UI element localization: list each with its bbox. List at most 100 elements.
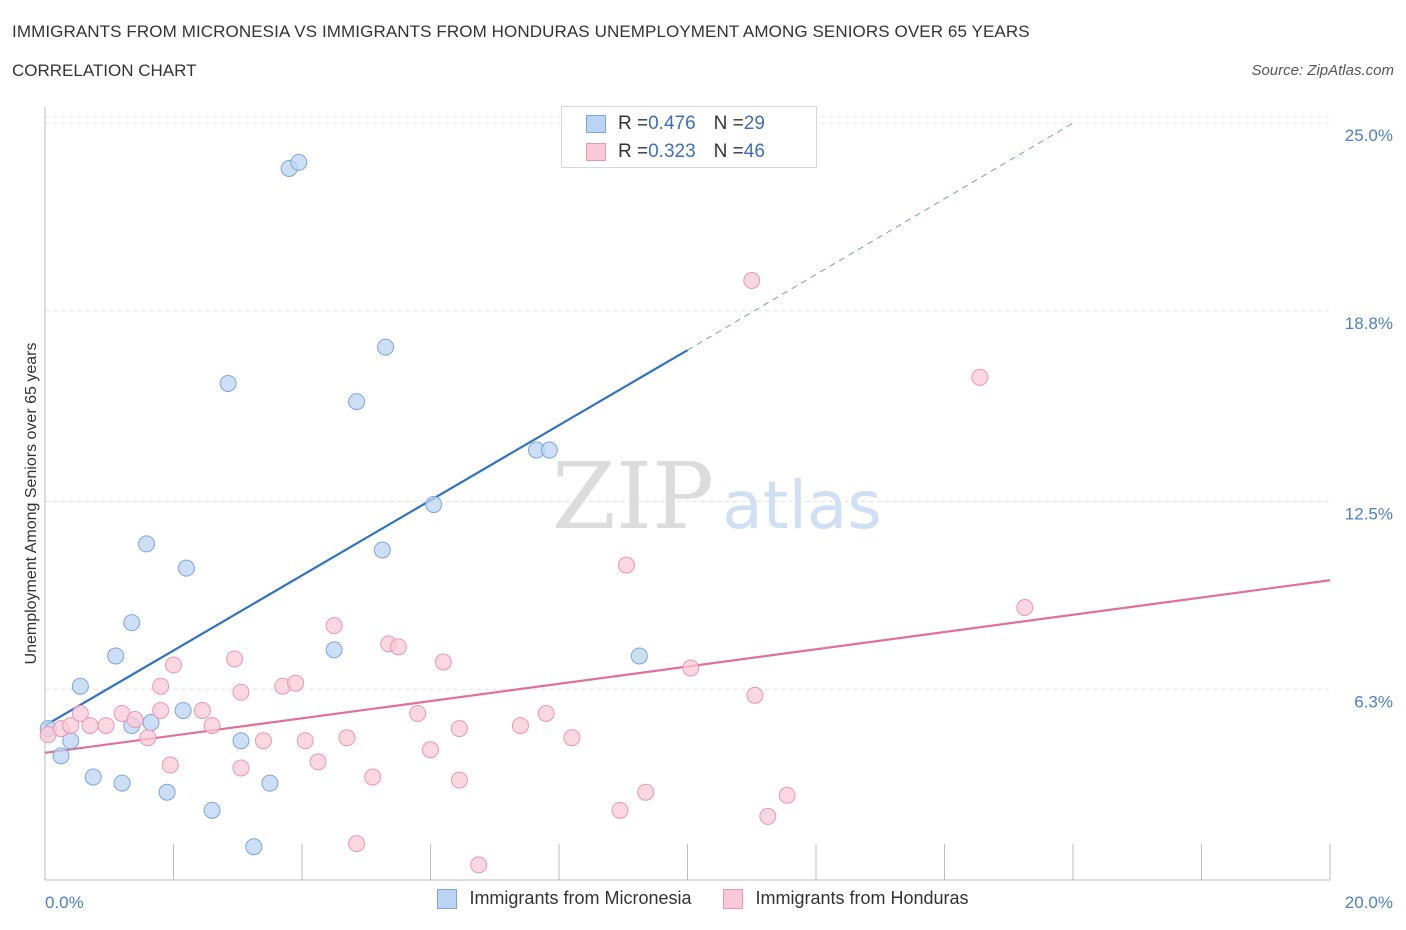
honduras-point bbox=[422, 741, 439, 759]
legend-n-label: N = bbox=[713, 141, 744, 162]
honduras-point bbox=[165, 656, 182, 674]
points-layer bbox=[39, 153, 1034, 874]
honduras-point bbox=[152, 701, 170, 719]
honduras-point bbox=[325, 617, 343, 635]
legend-r-label: R = bbox=[618, 113, 649, 134]
y-tick-label: 6.3% bbox=[1354, 692, 1393, 711]
honduras-point bbox=[537, 704, 555, 722]
micronesia-point bbox=[71, 677, 89, 695]
honduras-point bbox=[682, 659, 700, 677]
honduras-point bbox=[139, 729, 157, 747]
micronesia-point bbox=[325, 641, 343, 659]
series-legend: Immigrants from Micronesia Immigrants fr… bbox=[0, 888, 1406, 909]
chart-subtitle: CORRELATION CHART bbox=[12, 61, 197, 80]
micronesia-point bbox=[232, 732, 250, 750]
legend-n-value: 29 bbox=[743, 113, 765, 134]
micronesia-point bbox=[158, 783, 176, 801]
micronesia-trend-line bbox=[44, 349, 689, 727]
micronesia-point bbox=[177, 559, 195, 577]
honduras-point bbox=[254, 732, 272, 750]
series-legend-item-micronesia: Immigrants from Micronesia bbox=[437, 888, 691, 909]
watermark-zip: ZIP bbox=[552, 443, 714, 550]
micronesia-point bbox=[630, 647, 648, 665]
micronesia-point bbox=[174, 701, 192, 719]
legend-row-micronesia: R = 0.476 N = 29 bbox=[586, 112, 765, 136]
series-swatch-micronesia bbox=[437, 888, 458, 909]
honduras-point bbox=[611, 801, 629, 819]
legend-r-value: 0.476 bbox=[648, 113, 696, 134]
honduras-point bbox=[759, 807, 777, 825]
micronesia-point bbox=[373, 541, 391, 559]
honduras-point bbox=[1016, 599, 1034, 616]
honduras-point bbox=[409, 704, 427, 722]
honduras-point bbox=[971, 368, 989, 386]
micronesia-point bbox=[203, 801, 221, 819]
series-name-honduras: Immigrants from Honduras bbox=[755, 888, 969, 908]
honduras-point bbox=[511, 717, 529, 735]
honduras-point bbox=[563, 729, 581, 747]
honduras-point bbox=[81, 717, 99, 735]
micronesia-point bbox=[138, 535, 156, 553]
watermark: ZIP atlas bbox=[552, 443, 882, 550]
x-tick-label: 0.0% bbox=[45, 893, 84, 912]
micronesia-point bbox=[377, 338, 395, 356]
honduras-point bbox=[450, 771, 468, 789]
honduras-point bbox=[232, 683, 250, 701]
series-swatch-honduras bbox=[723, 888, 744, 909]
honduras-point bbox=[434, 653, 452, 671]
micronesia-point bbox=[113, 774, 131, 792]
correlation-legend: R = 0.476 N = 29 R = 0.323 N = 46 bbox=[561, 106, 817, 168]
honduras-point bbox=[161, 756, 179, 774]
micronesia-point bbox=[219, 374, 237, 392]
legend-n-label: N = bbox=[713, 113, 744, 134]
micronesia-point bbox=[123, 614, 141, 632]
honduras-point bbox=[348, 835, 366, 853]
y-tick-label: 18.8% bbox=[1345, 314, 1393, 333]
honduras-point bbox=[71, 704, 89, 722]
honduras-point bbox=[287, 674, 305, 692]
y-tick-label: 25.0% bbox=[1345, 126, 1393, 145]
series-legend-item-honduras: Immigrants from Honduras bbox=[723, 888, 969, 909]
micronesia-point bbox=[540, 441, 558, 459]
honduras-point bbox=[338, 729, 356, 747]
micronesia-point bbox=[84, 768, 102, 786]
micronesia-point bbox=[290, 153, 308, 171]
honduras-point bbox=[97, 717, 115, 735]
watermark-atlas: atlas bbox=[722, 467, 882, 544]
micronesia-point bbox=[245, 838, 263, 856]
micronesia-point bbox=[52, 747, 70, 765]
honduras-point bbox=[617, 556, 635, 574]
legend-swatch-micronesia bbox=[586, 115, 606, 133]
honduras-point bbox=[450, 720, 468, 738]
honduras-point bbox=[226, 650, 244, 668]
honduras-point bbox=[309, 753, 327, 771]
legend-row-honduras: R = 0.323 N = 46 bbox=[586, 140, 765, 164]
y-axis-label: Unemployment Among Seniors over 65 years bbox=[23, 343, 40, 665]
series-name-micronesia: Immigrants from Micronesia bbox=[469, 888, 692, 908]
x-tick-label: 20.0% bbox=[1345, 893, 1393, 912]
honduras-point bbox=[364, 768, 382, 786]
honduras-point bbox=[232, 759, 250, 777]
honduras-point bbox=[193, 701, 211, 719]
honduras-point bbox=[62, 717, 80, 735]
honduras-point bbox=[778, 786, 796, 804]
honduras-point bbox=[126, 711, 144, 729]
honduras-point bbox=[203, 717, 221, 735]
micronesia-point bbox=[425, 496, 443, 514]
chart-title: IMMIGRANTS FROM MICRONESIA VS IMMIGRANTS… bbox=[12, 22, 1030, 41]
legend-r-value: 0.323 bbox=[648, 141, 696, 162]
honduras-point bbox=[470, 856, 488, 874]
honduras-point bbox=[743, 272, 761, 289]
source-label: Source: ZipAtlas.com bbox=[1251, 62, 1394, 79]
honduras-point bbox=[389, 638, 407, 656]
honduras-point bbox=[296, 732, 314, 750]
y-tick-label: 12.5% bbox=[1345, 505, 1393, 524]
labels-layer: 6.3% 12.5% 18.8% 25.0% 0.0% 20.0% Unemployment… bbox=[23, 126, 1393, 912]
grid-layer bbox=[45, 116, 1330, 690]
micronesia-trend-extension bbox=[687, 122, 1074, 351]
legend-n-value: 46 bbox=[743, 141, 765, 162]
micronesia-point bbox=[348, 393, 366, 411]
axes-layer bbox=[44, 107, 1331, 881]
honduras-point bbox=[637, 783, 655, 801]
